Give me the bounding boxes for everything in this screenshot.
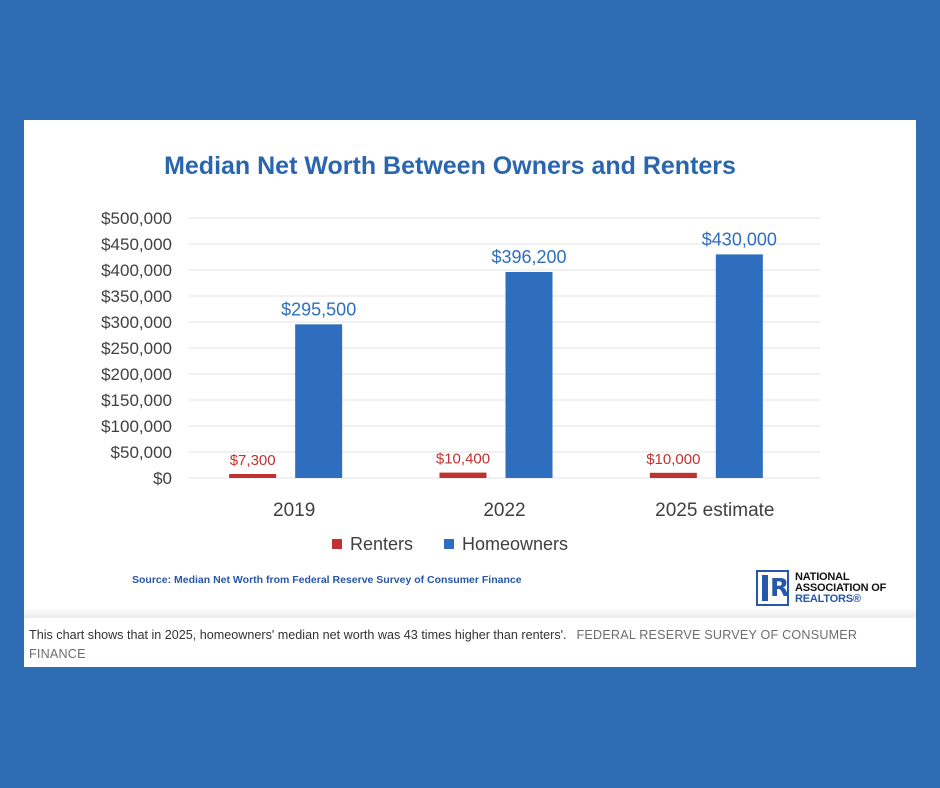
bar-renters-3 [649, 472, 697, 478]
net-worth-bar-chart: Median Net Worth Between Owners and Rent… [101, 152, 820, 586]
data-label-renters: $7,300 [230, 452, 276, 469]
y-tick-label: $0 [153, 469, 172, 488]
y-tick-label: $500,000 [101, 209, 172, 228]
bar-homeowners-1 [295, 324, 343, 478]
y-tick-label: $200,000 [101, 365, 172, 384]
legend-swatch-renters [332, 539, 342, 549]
y-tick-label: $450,000 [101, 235, 172, 254]
x-tick-label: 2019 [273, 500, 315, 521]
legend-label-homeowners: Homeowners [462, 534, 568, 554]
data-label-renters: $10,000 [646, 451, 700, 468]
x-tick-label: 2025 estimate [655, 500, 774, 521]
x-tick-label: 2022 [483, 500, 525, 521]
caption-credit: FEDERAL RESERVE SURVEY OF CONSUMER FINAN… [29, 628, 858, 661]
data-label-renters: $10,400 [436, 451, 490, 468]
logo-line-realtors: REALTORS [795, 593, 853, 605]
logo-wordmark: NATIONAL ASSOCIATION OF REALTORS® [795, 572, 886, 605]
bar-renters-1 [229, 474, 277, 478]
chart-image: Median Net Worth Between Owners and Rent… [24, 120, 916, 618]
y-tick-label: $50,000 [111, 443, 172, 462]
caption-text: This chart shows that in 2025, homeowner… [29, 628, 567, 642]
article-figure: Median Net Worth Between Owners and Rent… [24, 120, 916, 667]
bar-homeowners-3 [715, 254, 763, 478]
logo-line-national: NATIONAL [795, 571, 850, 583]
y-tick-label: $400,000 [101, 261, 172, 280]
y-tick-label: $100,000 [101, 417, 172, 436]
y-tick-label: $250,000 [101, 339, 172, 358]
y-tick-label: $350,000 [101, 287, 172, 306]
chart-source: Source: Median Net Worth from Federal Re… [132, 574, 522, 586]
registered-mark: ® [852, 593, 861, 605]
y-tick-label: $150,000 [101, 391, 172, 410]
data-label-homeowners: $295,500 [281, 299, 356, 319]
figure-caption: This chart shows that in 2025, homeowner… [29, 626, 899, 664]
realtor-r-icon: R [756, 570, 789, 606]
data-label-homeowners: $430,000 [702, 229, 777, 249]
nar-logo: R NATIONAL ASSOCIATION OF REALTORS® [756, 570, 916, 608]
y-tick-label: $300,000 [101, 313, 172, 332]
bar-homeowners-2 [505, 271, 553, 478]
legend-label-renters: Renters [350, 534, 413, 554]
legend-swatch-homeowners [444, 539, 454, 549]
logo-line-association: ASSOCIATION OF [795, 582, 887, 594]
chart-title: Median Net Worth Between Owners and Rent… [164, 152, 736, 180]
bar-renters-2 [439, 472, 487, 478]
data-label-homeowners: $396,200 [491, 247, 566, 267]
